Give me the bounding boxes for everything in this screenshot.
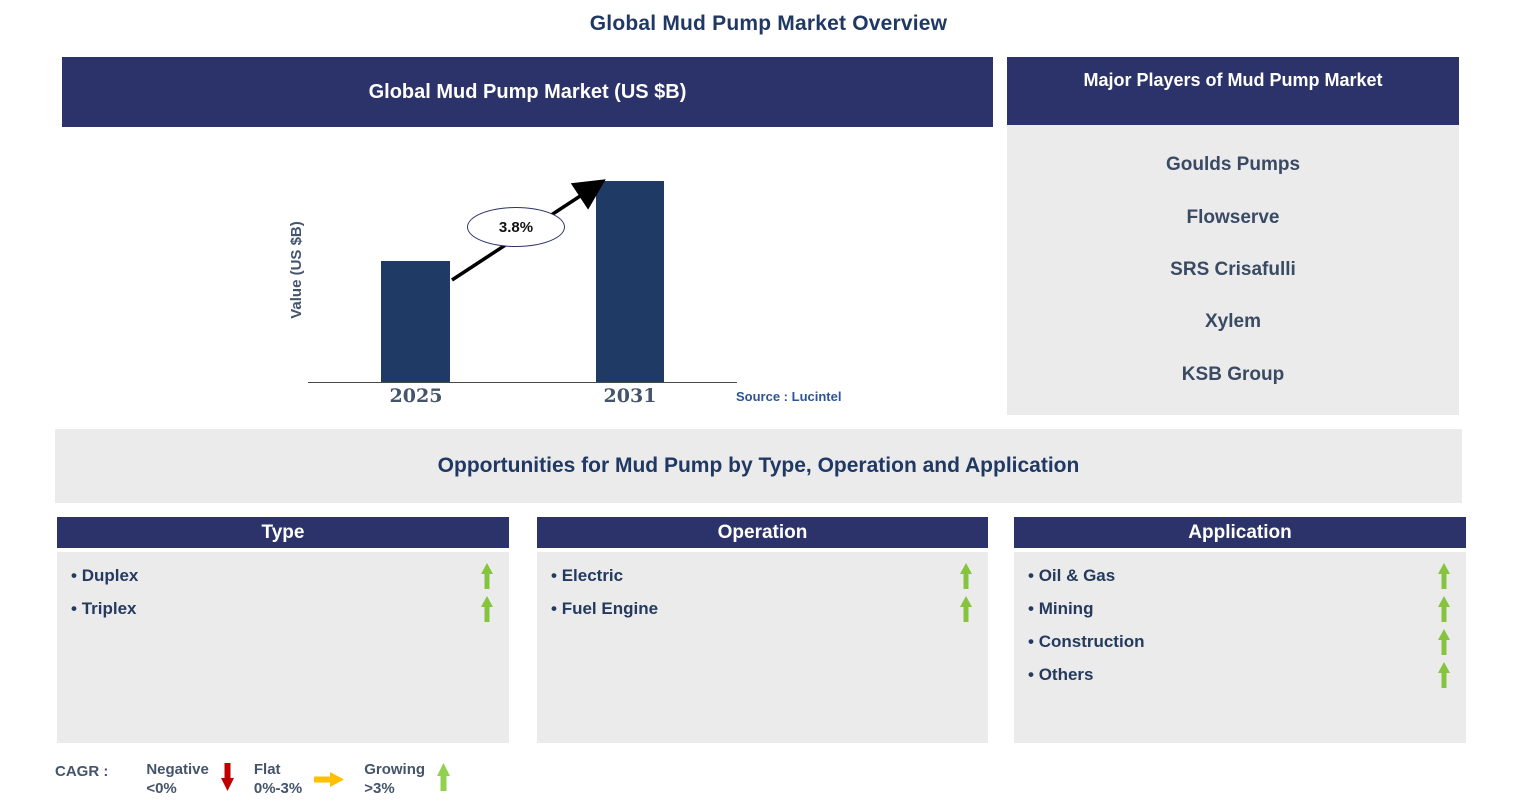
item-label: Fuel Engine — [551, 599, 658, 619]
cagr-annotation: 3.8% — [467, 207, 565, 247]
x-axis-line — [308, 382, 737, 383]
list-item: Mining — [1014, 592, 1466, 625]
bar-chart: Value (US $B) 3.8% 2025 2031 Source : Lu… — [62, 127, 993, 425]
player-name: Flowserve — [1186, 206, 1280, 228]
list-item: Fuel Engine — [537, 592, 988, 625]
column-body-application: Oil & Gas Mining Construction Others — [1014, 552, 1466, 743]
legend-range: 0%-3% — [253, 780, 303, 798]
player-name: Goulds Pumps — [1165, 154, 1301, 176]
opportunities-banner: Opportunities for Mud Pump by Type, Oper… — [55, 429, 1462, 503]
trend-up-icon — [1438, 562, 1450, 589]
arrow-up-icon — [437, 763, 451, 791]
x-tick-2031: 2031 — [603, 385, 657, 407]
player-name: SRS Crisafulli — [1170, 258, 1296, 280]
x-tick-2025: 2025 — [389, 385, 443, 407]
legend-prefix: CAGR : — [55, 763, 109, 780]
list-item: Others — [1014, 658, 1466, 691]
list-item: Duplex — [57, 559, 509, 592]
opportunities-title: Opportunities for Mud Pump by Type, Oper… — [437, 454, 1080, 477]
column-title: Application — [1188, 521, 1292, 543]
legend-entry-growing: Growing >3% — [364, 760, 470, 798]
item-label: Others — [1028, 665, 1094, 685]
trend-up-icon — [1438, 661, 1450, 688]
column-header-type: Type — [57, 517, 509, 548]
trend-up-icon — [481, 562, 493, 589]
legend-entry-negative: Negative <0% — [146, 760, 254, 798]
list-item: Triplex — [57, 592, 509, 625]
chart-panel-header: Global Mud Pump Market (US $B) — [62, 57, 993, 127]
players-panel-title: Major Players of Mud Pump Market — [1083, 70, 1383, 90]
column-title: Operation — [717, 521, 808, 543]
arrow-down-icon — [220, 763, 234, 791]
item-label: Triplex — [71, 599, 137, 619]
legend-range: <0% — [146, 780, 177, 798]
item-label: Oil & Gas — [1028, 566, 1116, 586]
players-panel-header: Major Players of Mud Pump Market — [1007, 57, 1459, 125]
growth-arrow — [451, 179, 606, 282]
trend-up-icon — [960, 562, 972, 589]
item-label: Electric — [551, 566, 623, 586]
page-title: Global Mud Pump Market Overview — [589, 12, 948, 35]
source-credit: Source : Lucintel — [736, 389, 842, 404]
chart-panel-title: Global Mud Pump Market (US $B) — [368, 80, 687, 103]
player-name: Xylem — [1205, 311, 1261, 333]
column-header-application: Application — [1014, 517, 1466, 548]
legend-entry-flat: Flat 0%-3% — [254, 760, 364, 798]
chart-bar — [381, 261, 450, 382]
trend-up-icon — [960, 595, 972, 622]
column-body-type: Duplex Triplex — [57, 552, 509, 743]
trend-up-icon — [1438, 595, 1450, 622]
trend-up-icon — [481, 595, 493, 622]
item-label: Duplex — [71, 566, 139, 586]
arrow-right-icon — [314, 772, 345, 787]
column-body-operation: Electric Fuel Engine — [537, 552, 988, 743]
trend-up-icon — [1438, 628, 1450, 655]
cagr-value: 3.8% — [498, 218, 534, 236]
player-name: KSB Group — [1181, 363, 1285, 385]
cagr-legend: CAGR : Negative <0% Flat 0%-3% Growing >… — [55, 760, 470, 798]
item-label: Mining — [1028, 599, 1094, 619]
players-list: Goulds Pumps Flowserve SRS Crisafulli Xy… — [1007, 125, 1459, 415]
list-item: Construction — [1014, 625, 1466, 658]
y-axis-label: Value (US $B) — [288, 221, 305, 319]
legend-name: Growing — [364, 761, 426, 778]
legend-name: Negative — [146, 761, 209, 778]
column-header-operation: Operation — [537, 517, 988, 548]
column-title: Type — [261, 521, 305, 543]
list-item: Electric — [537, 559, 988, 592]
legend-range: >3% — [364, 780, 395, 798]
list-item: Oil & Gas — [1014, 559, 1466, 592]
chart-bar — [596, 181, 664, 382]
legend-name: Flat — [253, 761, 281, 778]
item-label: Construction — [1028, 632, 1145, 652]
